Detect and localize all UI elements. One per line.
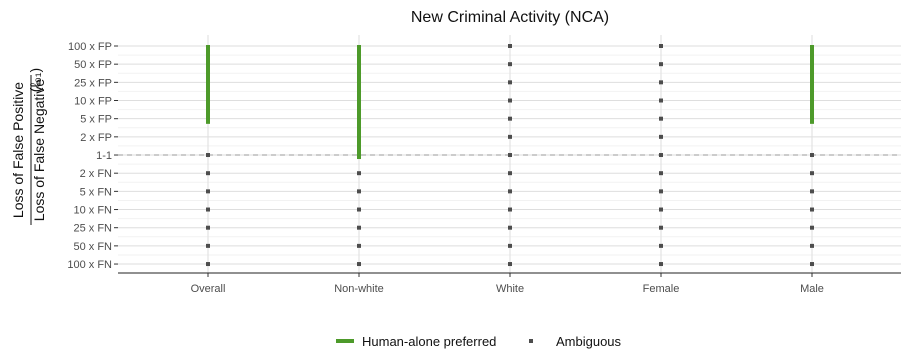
ambiguous-point-female [659,116,663,121]
ambiguous-point-female [659,98,663,103]
y-axis-label-top: Loss of False Positive [10,82,26,218]
ambiguous-point-non-white [357,243,361,248]
y-tick-label: 10 x FP [74,96,112,108]
x-ticks: Overall Non-white White Female Male [191,273,824,295]
ambiguous-point-white [508,44,512,48]
y-tick-label: 50 x FN [73,241,112,253]
ambiguous-point-white [508,207,512,212]
y-tick-label: 25 x FP [74,77,112,89]
ambiguous-point-white [508,153,512,158]
ambiguous-point-male [810,153,814,158]
y-axis-label-side: (ℓ₀₁) [27,68,43,92]
human-alone-bar-non-white [357,45,361,160]
y-tick-label: 100 x FP [68,41,112,53]
y-tick-label: 10 x FN [73,205,112,217]
legend: Human-alone preferred Ambiguous [336,334,622,349]
ambiguous-point-white [508,243,512,248]
ambiguous-point-female [659,225,663,230]
ambiguous-point-non-white [357,189,361,194]
ambiguous-point-overall [206,189,210,194]
ambiguous-point-female [659,243,663,248]
y-ticks: 100 x FP 50 x FP 25 x FP 10 x FP 5 x FP 2 x F… [67,41,118,271]
ambiguous-point-overall [206,207,210,212]
x-tick-label-white: White [496,283,524,295]
ambiguous-point-female [659,44,663,48]
ambiguous-point-male [810,189,814,194]
ambiguous-point-male [810,262,814,267]
ambiguous-point-male [810,243,814,248]
ambiguous-point-overall [206,243,210,248]
ambiguous-point-non-white [357,171,361,176]
ambiguous-point-female [659,262,663,267]
legend-swatch-ambiguous [529,339,533,343]
human-alone-bar-overall [206,45,210,124]
ambiguous-point-white [508,189,512,194]
human-alone-bar-male [810,45,814,124]
ambiguous-point-white [508,80,512,85]
y-tick-label: 5 x FP [80,114,112,126]
ambiguous-point-white [508,225,512,230]
ambiguous-point-white [508,134,512,139]
ambiguous-point-male [810,207,814,212]
y-tick-label: 100 x FN [67,259,112,271]
ambiguous-point-female [659,134,663,139]
ambiguous-point-overall [206,262,210,267]
ambiguous-point-white [508,116,512,121]
y-tick-label: 25 x FN [73,223,112,235]
ambiguous-point-female [659,171,663,176]
y-tick-label: 2 x FP [80,132,112,144]
ambiguous-point-white [508,62,512,67]
ambiguous-point-female [659,153,663,158]
y-axis-label-bottom: Loss of False Negative [31,79,47,222]
legend-label-human-alone-preferred: Human-alone preferred [362,334,496,349]
ambiguous-point-white [508,98,512,103]
y-tick-label: 50 x FP [74,59,112,71]
ambiguous-point-overall [206,225,210,230]
x-tick-label-female: Female [643,283,680,295]
ambiguous-point-white [508,262,512,267]
x-tick-label-non-white: Non-white [334,283,384,295]
ambiguous-point-non-white [357,262,361,267]
chart-title: New Criminal Activity (NCA) [411,9,609,26]
ambiguous-point-female [659,207,663,212]
ambiguous-point-white [508,171,512,176]
ambiguous-point-overall [206,153,210,158]
y-axis-label: Loss of False Positive Loss of False Neg… [10,68,47,225]
ambiguous-point-male [810,225,814,230]
ambiguous-point-overall [206,171,210,176]
ambiguous-point-female [659,62,663,67]
x-tick-label-overall: Overall [191,283,226,295]
data-marks [206,44,814,267]
legend-label-ambiguous: Ambiguous [556,334,622,349]
ambiguous-point-female [659,189,663,194]
ambiguous-point-male [810,171,814,176]
x-tick-label-male: Male [800,283,824,295]
y-tick-label: 1-1 [96,150,112,162]
y-tick-label: 5 x FN [80,186,112,198]
ambiguous-point-non-white [357,225,361,230]
ambiguous-point-non-white [357,207,361,212]
ambiguous-point-female [659,80,663,85]
y-tick-label: 2 x FN [80,168,112,180]
